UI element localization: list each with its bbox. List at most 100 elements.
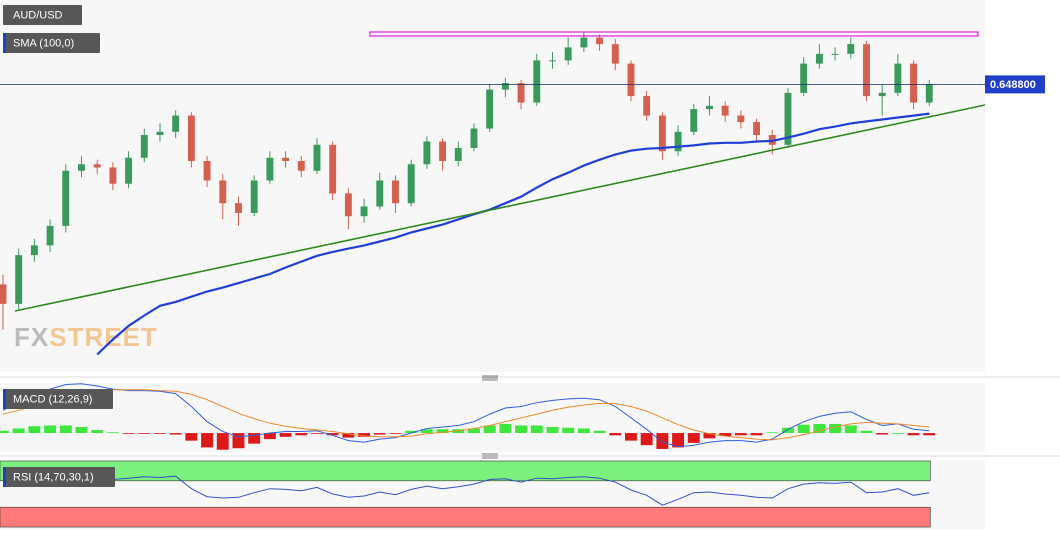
histogram-bar (766, 432, 779, 434)
histogram-bar (436, 429, 449, 434)
histogram-bar (907, 433, 920, 436)
indicator-label: SMA (100,0) (13, 37, 74, 49)
candle-body (172, 115, 180, 132)
candle-body (706, 105, 713, 110)
candle-body (784, 92, 792, 145)
candle-body (15, 255, 23, 304)
histogram-bar (515, 425, 528, 434)
candle-body (250, 180, 258, 213)
indicator-label-accent (3, 33, 6, 53)
histogram-bar (719, 433, 732, 437)
candle-body (203, 161, 211, 181)
histogram-bar (530, 425, 543, 434)
histogram-bar (923, 433, 936, 436)
histogram-bar (201, 433, 214, 448)
candle-body (627, 63, 635, 97)
histogram-bar (12, 428, 25, 434)
histogram-bar (640, 433, 653, 446)
resistance-line (369, 31, 979, 37)
histogram-bar (311, 433, 323, 434)
histogram-bar (248, 433, 261, 444)
histogram-bar (860, 430, 873, 434)
candle-body (549, 60, 556, 62)
candle-body (611, 44, 619, 64)
candle-body (125, 157, 133, 184)
histogram-bar (499, 423, 512, 434)
histogram-bar (295, 433, 308, 436)
histogram-bar (28, 426, 41, 434)
histogram-bar (750, 433, 763, 436)
histogram-bar (687, 433, 700, 443)
histogram-bar (546, 426, 559, 434)
histogram-bar (279, 433, 292, 437)
histogram-bar (373, 433, 386, 435)
candle-body (501, 83, 509, 90)
histogram-bar (44, 425, 57, 434)
histogram-bar (169, 433, 182, 435)
candle-body (266, 157, 274, 181)
candle-body (517, 83, 525, 103)
histogram-bar (216, 433, 229, 450)
candle-body (407, 164, 415, 204)
histogram-bar (0, 430, 9, 434)
sma-line (96, 112, 930, 356)
trend-line (14, 104, 986, 312)
histogram-bar (625, 433, 637, 441)
candle-body (753, 122, 761, 136)
candle-body (658, 115, 666, 152)
histogram-bar (844, 425, 857, 434)
histogram-bar (656, 433, 669, 449)
candle-body (690, 109, 698, 132)
histogram-bar (797, 424, 810, 434)
indicator-label: MACD (12,26,9) (13, 393, 92, 405)
rsi-line (2, 474, 930, 506)
indicator-label-accent (3, 467, 6, 487)
histogram-bar (138, 433, 151, 434)
candle-body (831, 53, 839, 55)
histogram-bar (734, 433, 747, 436)
candle-body (815, 53, 823, 64)
watermark-part: FX (14, 322, 49, 352)
candle-body (235, 203, 242, 213)
candle-body (392, 180, 399, 204)
histogram-bar (593, 430, 606, 434)
histogram-bar (326, 433, 339, 436)
candle-body (423, 141, 431, 165)
histogram-bar (468, 428, 480, 434)
histogram-bar (59, 425, 72, 434)
resize-grip[interactable] (482, 375, 498, 381)
histogram-bar (185, 433, 198, 441)
resize-grip[interactable] (482, 453, 498, 459)
watermark: FXSTREET (14, 322, 158, 352)
rsi-band (0, 460, 931, 482)
marks: FXSTREET (0, 32, 985, 528)
candle-body (93, 164, 101, 168)
histogram-bar (420, 429, 433, 434)
histogram-bar (154, 433, 166, 434)
candle-body (282, 157, 290, 162)
indicator-label-box (3, 389, 113, 409)
candle-body (580, 37, 588, 48)
candle-body (0, 284, 7, 304)
candle-body (800, 63, 808, 93)
candle-body (439, 141, 447, 162)
candle-body (486, 89, 494, 129)
histogram-bar (389, 433, 402, 434)
candle-body (596, 37, 604, 45)
histogram-bar (782, 427, 794, 434)
histogram-bar (483, 425, 496, 434)
candle-body (643, 96, 651, 116)
candle-body (564, 47, 572, 61)
candle-body (863, 44, 870, 97)
candle-body (737, 115, 745, 123)
histogram-bar (232, 433, 245, 449)
macd-line (2, 383, 930, 448)
candle-body (156, 131, 164, 136)
histogram-bar (405, 430, 418, 434)
indicator-label: RSI (14,70,30,1) (13, 471, 94, 483)
histogram-bar (672, 433, 685, 448)
candle-body (721, 105, 729, 116)
histogram-bar (577, 428, 590, 434)
